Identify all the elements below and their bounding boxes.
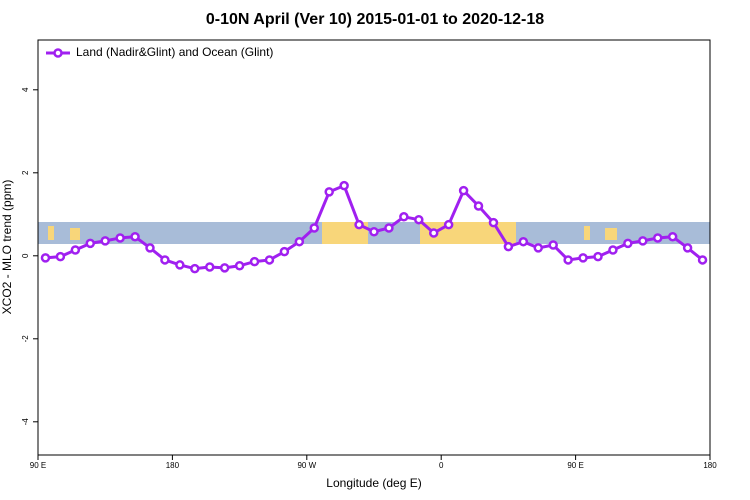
data-point	[414, 214, 424, 225]
y-tick-label: 0	[21, 253, 30, 258]
data-point	[399, 212, 409, 222]
chart-title: 0-10N April (Ver 10) 2015-01-01 to 2020-…	[206, 11, 544, 28]
data-point	[563, 255, 573, 265]
data-point	[40, 253, 51, 263]
data-point	[324, 187, 334, 197]
x-tick-label: 90 W	[297, 461, 316, 470]
x-tick-label: 90 E	[567, 461, 583, 470]
data-point	[623, 238, 633, 249]
land-area	[605, 228, 617, 240]
data-point	[697, 255, 708, 265]
data-point	[593, 251, 603, 262]
data-point	[608, 245, 618, 255]
x-axis-label: Longitude (deg E)	[326, 476, 421, 490]
data-point	[638, 236, 648, 246]
y-tick-label: -4	[21, 418, 30, 426]
x-tick-label: 180	[166, 461, 180, 470]
data-point	[384, 223, 394, 233]
x-tick-label: 180	[703, 461, 717, 470]
plot-frame	[37, 39, 711, 456]
y-tick-label: 2	[21, 170, 30, 175]
data-point	[294, 236, 305, 247]
data-point	[443, 219, 454, 230]
data-point	[160, 255, 170, 265]
data-point	[354, 219, 364, 230]
data-point	[145, 243, 155, 253]
land-area	[48, 226, 54, 240]
data-point	[175, 260, 185, 270]
legend-label: Land (Nadir&Glint) and Ocean (Glint)	[76, 45, 273, 59]
data-point	[234, 261, 245, 271]
data-point	[473, 201, 484, 211]
data-point	[309, 223, 320, 233]
data-point	[578, 253, 588, 263]
data-point	[369, 226, 379, 237]
y-tick-label: 4	[21, 87, 30, 92]
data-point	[219, 263, 230, 273]
data-point	[264, 255, 275, 265]
data-point	[249, 256, 260, 267]
legend-marker	[53, 48, 63, 58]
data-point	[652, 233, 663, 243]
data-point	[70, 245, 81, 255]
data-point	[667, 231, 678, 242]
data-point	[458, 185, 469, 196]
land-area	[70, 228, 80, 240]
y-axis-label: XCO2 - MLO trend (ppm)	[0, 180, 14, 315]
data-point	[428, 228, 439, 238]
x-tick-label: 90 E	[30, 461, 46, 470]
y-tick-label: -2	[21, 335, 30, 343]
x-tick-label: 0	[439, 461, 444, 470]
data-point	[488, 217, 499, 228]
land-area	[584, 226, 590, 240]
data-point	[115, 233, 125, 243]
data-point	[204, 262, 215, 272]
data-point	[503, 241, 514, 252]
data-point	[279, 246, 290, 257]
data-point	[548, 240, 558, 250]
data-point	[518, 236, 529, 247]
data-point	[130, 231, 140, 242]
data-point	[682, 243, 693, 253]
data-point	[533, 243, 544, 253]
data-point	[85, 238, 96, 249]
data-point	[190, 263, 200, 274]
data-point	[55, 251, 66, 262]
data-point	[100, 236, 110, 246]
data-point	[339, 180, 349, 191]
